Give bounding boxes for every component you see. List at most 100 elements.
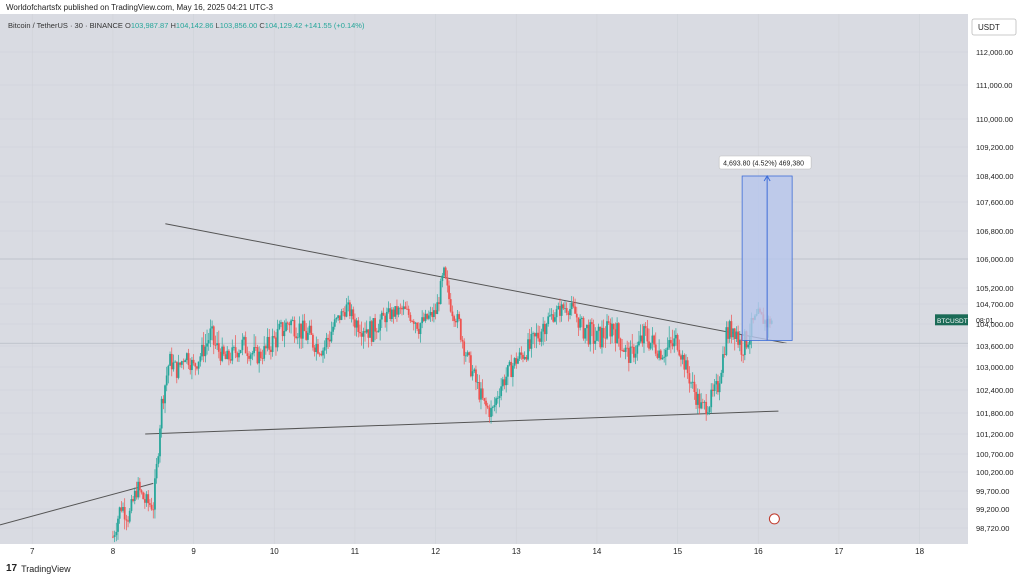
candle-body: [359, 332, 361, 334]
candle-body: [517, 358, 519, 364]
candle-body: [666, 347, 669, 350]
candle-body: [212, 326, 215, 345]
candle-body: [367, 329, 370, 338]
candle-body: [222, 346, 225, 355]
candle-body: [718, 383, 721, 393]
x-tick-label: 11: [351, 547, 360, 556]
candle-body: [480, 388, 482, 400]
candle-body: [333, 319, 336, 327]
candle-body: [518, 352, 521, 359]
candle-body: [461, 339, 464, 342]
candle-body: [256, 347, 259, 364]
candle-body: [325, 337, 328, 348]
candle-body: [130, 499, 133, 511]
candle-body: [701, 402, 704, 404]
candle-body: [476, 382, 479, 383]
x-tick-label: 15: [673, 547, 682, 556]
candle-body: [510, 361, 513, 378]
chart-area[interactable]: 112,000.00 111,000.00 110,000.00 109,200.00…: [0, 14, 1024, 560]
candle-body: [234, 347, 237, 353]
candle-body: [634, 353, 637, 358]
footer-brand: 17 TradingView: [6, 563, 71, 574]
candle-body: [577, 317, 580, 328]
candle-body: [743, 331, 746, 356]
candle-body: [318, 353, 321, 355]
candle-body: [402, 306, 405, 310]
measure-label-box: [718, 155, 812, 170]
candle-body: [170, 353, 173, 370]
candle-body: [147, 494, 150, 504]
candle-body: [590, 322, 593, 325]
candle-body: [365, 329, 368, 333]
candle-body: [140, 490, 143, 493]
candle-body: [391, 309, 393, 319]
candle-body: [145, 494, 148, 503]
candle-body: [132, 499, 134, 501]
candle-body: [515, 358, 518, 364]
candle-body: [216, 343, 219, 346]
price-tag-symbol-box: [935, 314, 968, 326]
candle-body: [732, 328, 734, 338]
candle-body: [204, 346, 207, 357]
candle-body: [286, 322, 289, 324]
candle-body: [671, 343, 674, 347]
trendline: [145, 410, 779, 435]
candle-body: [696, 393, 699, 405]
candle-body: [638, 341, 640, 346]
candle-body: [248, 356, 250, 359]
candle-body: [475, 369, 477, 383]
candle-body: [740, 339, 743, 355]
candle-body: [206, 343, 208, 347]
candle-body: [266, 336, 269, 349]
candle-body: [621, 350, 624, 351]
candle-body: [678, 349, 681, 356]
candle-body: [303, 320, 306, 332]
open-value: 103,987.87: [130, 21, 169, 30]
candle-body: [362, 331, 365, 337]
candle-body: [233, 347, 235, 349]
price-tag-symbol: BTCUSDT: [937, 318, 968, 325]
candle-body: [548, 315, 551, 317]
candle-body: [528, 339, 531, 349]
x-tick-label: 7: [30, 547, 35, 556]
candle-body: [343, 312, 346, 317]
candle-body: [542, 323, 545, 332]
candle-body: [735, 331, 738, 340]
y-tick-label: 106,800.00: [976, 227, 1014, 236]
candle-body: [592, 324, 595, 344]
candle-body: [296, 337, 299, 339]
candle-body: [283, 330, 286, 337]
candle-body: [224, 354, 227, 360]
publisher-bar: Worldofchartsfx published on TradingView…: [0, 0, 1024, 14]
candle-body: [133, 490, 136, 501]
price-chart[interactable]: 112,000.00 111,000.00 110,000.00 109,200.00…: [0, 14, 1024, 560]
candle-body: [236, 352, 239, 358]
y-tick-label: 107,600.00: [976, 198, 1014, 207]
candle-body: [127, 520, 129, 522]
candle-body: [453, 316, 455, 321]
candle-body: [229, 359, 232, 361]
candle-body: [370, 321, 373, 342]
x-tick-label: 12: [431, 547, 440, 556]
candle-body: [486, 405, 489, 408]
y-tick-label: 110,000.00: [976, 115, 1013, 124]
candle-body: [433, 310, 435, 318]
candle-body: [512, 365, 514, 378]
candle-body: [278, 323, 281, 329]
candle-body: [612, 323, 615, 330]
candle-body: [473, 369, 476, 372]
candle-body: [441, 275, 444, 282]
candle-body: [676, 334, 679, 350]
candle-body: [468, 352, 471, 356]
candle-body: [249, 354, 252, 359]
candle-body: [500, 386, 503, 397]
candle-body: [550, 314, 553, 316]
candle-body: [310, 325, 313, 335]
candle-body: [281, 322, 284, 337]
candle-body: [392, 309, 395, 317]
candle-body: [454, 320, 457, 323]
candle-body: [443, 267, 445, 276]
candle-body: [227, 350, 230, 360]
y-tick-label: 106,000.00: [976, 255, 1014, 264]
candle-body: [209, 328, 212, 341]
